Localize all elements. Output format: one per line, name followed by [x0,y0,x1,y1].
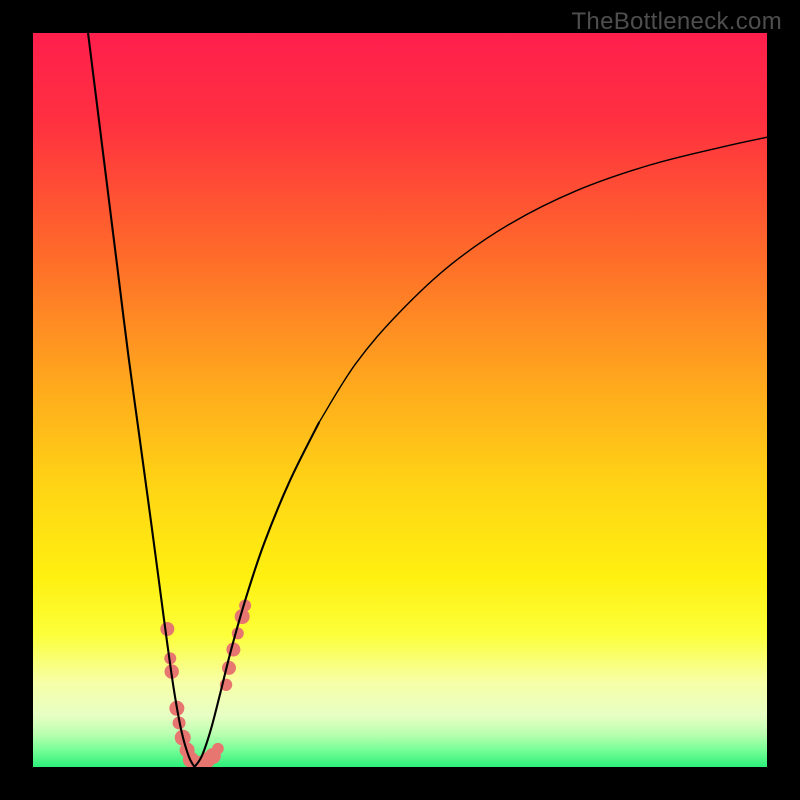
right-curve-upper [319,137,767,422]
data-marker [160,622,174,636]
chart-container: TheBottleneck.com [0,0,800,800]
left-curve [88,33,194,767]
data-marker [222,661,236,675]
data-marker [212,743,224,755]
chart-svg-layer [0,0,800,800]
right-curve-lower [194,422,319,767]
